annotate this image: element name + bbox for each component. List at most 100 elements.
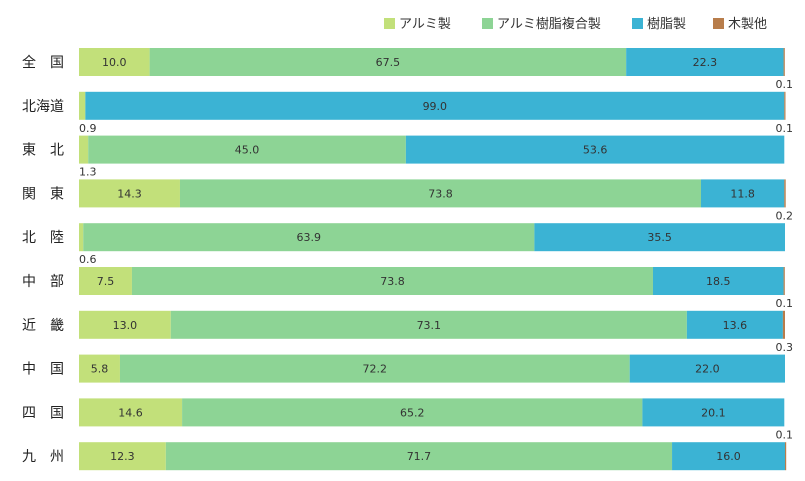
data-label: 22.0 <box>695 363 720 376</box>
bar-row: 全 国 10.0 67.5 22.3 <box>22 48 785 76</box>
legend-label-0: アルミ製 <box>399 17 451 32</box>
legend-swatch-0 <box>384 18 395 29</box>
bar-row: 近 畿 13.0 73.1 13.6 <box>22 310 785 339</box>
bar-segment <box>629 354 785 383</box>
plot-area: 全 国 10.0 67.5 22.3 北海道 99.0 東 北 45.0 53.6 関 東 14.3… <box>22 48 794 471</box>
data-label-outside: 0.9 <box>79 122 97 135</box>
legend-label-1: アルミ樹脂複合製 <box>497 16 601 32</box>
data-label: 45.0 <box>235 144 260 157</box>
bar-segment <box>170 310 687 339</box>
category-label: 中 部 <box>22 274 64 290</box>
data-label: 65.2 <box>400 406 425 419</box>
bar-segment <box>79 442 166 471</box>
category-label: 全 国 <box>22 54 64 71</box>
bar-row: 関 東 14.3 73.8 11.8 <box>22 179 786 208</box>
data-label: 12.3 <box>110 450 135 463</box>
bar-row: 九 州 12.3 71.7 16.0 <box>22 442 787 471</box>
data-label-outside: 0.2 <box>776 209 794 222</box>
legend-swatch-1 <box>482 18 493 29</box>
legend-label-3: 木製他 <box>728 17 767 32</box>
bar-segment <box>784 179 786 208</box>
data-label-outside: 1.3 <box>79 166 97 179</box>
data-label: 99.0 <box>423 100 448 113</box>
bar-segment <box>784 91 786 120</box>
category-label: 北 陸 <box>22 230 64 246</box>
bar-segment <box>149 48 627 76</box>
category-label: 近 畿 <box>22 318 64 334</box>
data-label: 14.3 <box>117 187 142 200</box>
data-label: 16.0 <box>716 450 741 463</box>
data-label: 10.0 <box>102 56 127 69</box>
bar-segment <box>88 135 406 164</box>
category-label: 四 国 <box>22 405 64 421</box>
bar-segment <box>782 310 785 339</box>
data-label-outside: 0.1 <box>776 297 794 310</box>
bar-segment <box>785 442 787 471</box>
data-label: 35.5 <box>647 231 672 244</box>
bar-segment <box>79 223 84 252</box>
data-label: 11.8 <box>730 187 755 200</box>
data-label: 73.8 <box>380 275 405 288</box>
bar-segment <box>534 223 785 252</box>
bar-segment <box>85 91 785 120</box>
data-label: 73.1 <box>417 319 442 332</box>
bar-segment <box>700 179 785 208</box>
bar-row: 四 国 14.6 65.2 20.1 <box>22 398 785 427</box>
bar-row: 中 国 5.8 72.2 22.0 <box>22 354 785 383</box>
data-label: 71.7 <box>407 450 432 463</box>
data-label: 14.6 <box>118 406 143 419</box>
bar-segment <box>783 267 785 295</box>
data-label: 20.1 <box>701 406 726 419</box>
data-label-outside: 0.3 <box>776 341 794 354</box>
category-label: 東 北 <box>22 143 64 159</box>
legend-label-2: 樹脂製 <box>647 17 686 32</box>
data-label: 13.0 <box>113 319 138 332</box>
bar-segment <box>131 267 653 295</box>
bar-segment <box>672 442 785 471</box>
data-label: 53.6 <box>583 144 608 157</box>
bar-segment <box>686 310 783 339</box>
bar-row: 東 北 45.0 53.6 <box>22 135 785 164</box>
bar-segment <box>83 223 535 252</box>
data-label: 22.3 <box>693 56 718 69</box>
legend-swatch-3 <box>713 18 724 29</box>
data-label-outside: 0.1 <box>776 122 794 135</box>
bar-segment <box>652 267 784 295</box>
bar-segment <box>79 179 180 208</box>
bar-segment <box>79 354 120 383</box>
data-label: 5.8 <box>91 363 109 376</box>
category-label: 中 国 <box>22 362 64 378</box>
bar-row: 中 部 7.5 73.8 18.5 <box>22 267 785 295</box>
data-label: 67.5 <box>376 56 401 69</box>
legend-swatch-2 <box>632 18 643 29</box>
bar-segment <box>79 135 89 164</box>
category-label: 関 東 <box>22 186 64 202</box>
bar-segment <box>179 179 701 208</box>
bar-segment <box>165 442 673 471</box>
category-label: 九 州 <box>22 449 64 465</box>
category-label: 北海道 <box>22 99 64 115</box>
bar-segment <box>182 398 643 427</box>
data-label: 7.5 <box>97 275 115 288</box>
data-label: 13.6 <box>723 319 748 332</box>
data-label-outside: 0.6 <box>79 253 97 266</box>
bar-segment <box>405 135 785 164</box>
bar-segment <box>79 310 171 339</box>
bar-segment <box>642 398 785 427</box>
bar-segment <box>79 48 150 76</box>
data-label-outside: 0.1 <box>776 78 794 91</box>
data-label: 73.8 <box>428 187 453 200</box>
data-label: 72.2 <box>363 363 388 376</box>
bar-segment <box>79 91 86 120</box>
data-label-outside: 0.1 <box>776 428 794 441</box>
legend: アルミ製 アルミ樹脂複合製 樹脂製 木製他 <box>384 16 767 32</box>
data-label: 18.5 <box>706 275 731 288</box>
bar-segment <box>119 354 630 383</box>
data-label: 63.9 <box>297 231 322 244</box>
bar-row: 北海道 99.0 <box>22 91 786 120</box>
bar-segment <box>79 267 132 295</box>
bar-row: 北 陸 63.9 35.5 <box>22 223 785 252</box>
bar-segment <box>626 48 784 76</box>
bar-segment <box>79 398 183 427</box>
